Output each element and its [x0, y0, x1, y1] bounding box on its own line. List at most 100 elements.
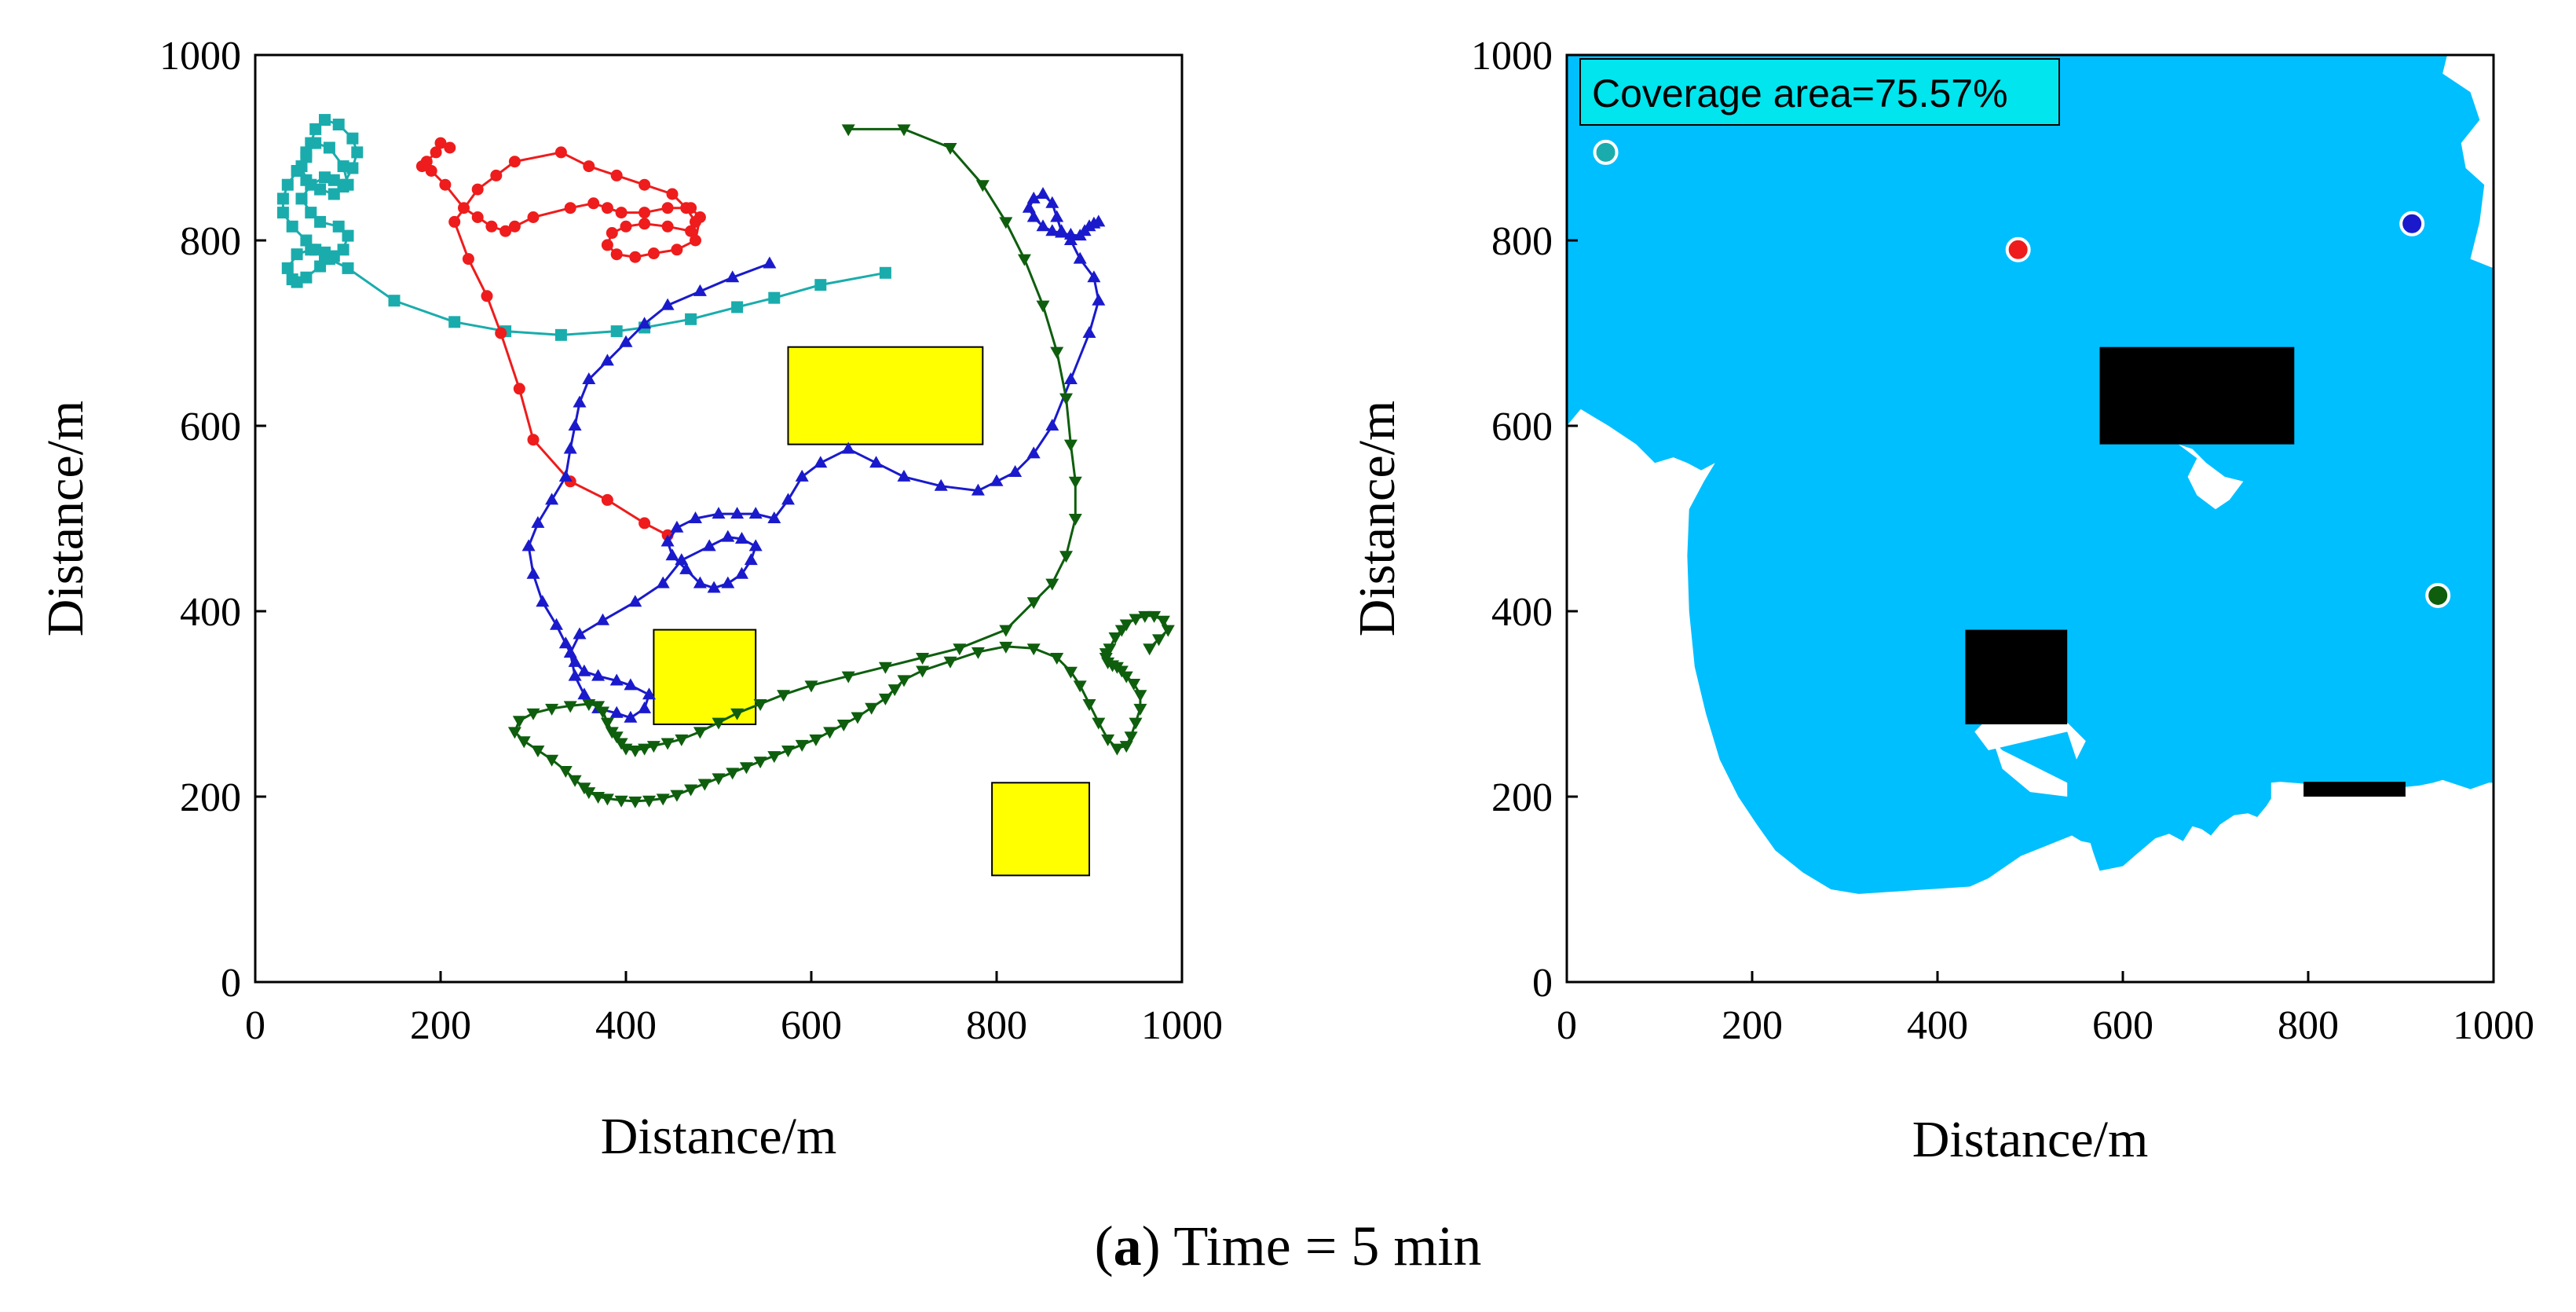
green-point — [999, 217, 1013, 229]
left-x-tick-label: 0 — [245, 1003, 265, 1048]
right-x-tick-label: 1000 — [2453, 1003, 2534, 1048]
green-point — [1068, 476, 1082, 489]
cyan-point — [685, 313, 697, 325]
green-point — [953, 643, 967, 656]
coverage-badge: Coverage area=75.57% — [1579, 58, 2060, 126]
green-point — [1161, 625, 1175, 637]
green-point — [531, 746, 545, 757]
cyan-point — [291, 165, 303, 177]
blue-point — [841, 442, 855, 454]
green-point — [1138, 610, 1152, 623]
green-point — [1059, 393, 1073, 405]
green-point — [512, 716, 526, 728]
blue-point — [568, 654, 582, 667]
green-point — [582, 787, 596, 800]
cyan-point — [337, 244, 349, 256]
blue-point — [660, 298, 675, 310]
blue-point — [624, 678, 638, 691]
red-point — [685, 202, 697, 214]
green-point — [1129, 717, 1143, 730]
blue-point — [1087, 270, 1101, 283]
blue-point — [1008, 465, 1023, 477]
blue-point — [536, 595, 550, 607]
blue-point — [1045, 196, 1059, 208]
green-point — [558, 765, 573, 778]
cyan-point — [448, 316, 461, 328]
blue-point — [531, 515, 545, 528]
right-y-tick-label: 200 — [1491, 775, 1553, 820]
blue-point — [591, 669, 606, 681]
blue-point — [1036, 219, 1050, 232]
uncovered-hole — [2178, 444, 2244, 510]
cyan-point — [342, 262, 354, 274]
blue-trajectory — [521, 187, 1106, 723]
green-point — [697, 779, 712, 791]
green-point — [563, 701, 577, 713]
blue-point — [642, 687, 656, 700]
left-x-tick-label: 1000 — [1141, 1003, 1223, 1048]
green-point — [730, 708, 745, 720]
blue-point — [670, 520, 684, 533]
green-point — [1124, 731, 1138, 744]
blue-point — [545, 493, 559, 505]
right-y-tick-label: 600 — [1491, 405, 1553, 449]
cyan-point — [731, 301, 744, 313]
red-point — [439, 178, 452, 191]
green-point — [591, 701, 606, 713]
obstacle-1 — [787, 346, 984, 445]
green-point — [809, 734, 823, 746]
red-point — [434, 137, 447, 149]
blue-point — [934, 478, 948, 491]
green-point — [1050, 346, 1064, 359]
red-point — [610, 248, 623, 261]
red-trajectory — [415, 137, 706, 541]
red-point — [661, 202, 674, 214]
green-point — [878, 661, 892, 674]
blue-point — [558, 636, 573, 649]
green-point — [1147, 610, 1162, 623]
blue-point — [619, 335, 633, 347]
red-point — [601, 239, 613, 251]
green-point — [628, 796, 642, 808]
right-coverage-chart: Coverage area=75.57% 0 200 400 600 800 1000 0 2… — [1348, 34, 2534, 1168]
blue-point — [748, 539, 763, 552]
blue-point — [563, 442, 577, 454]
green-point — [517, 736, 531, 749]
green-point — [781, 746, 795, 757]
green-point — [1063, 439, 1078, 452]
blue-point — [693, 576, 707, 588]
left-y-tick-label: 800 — [180, 219, 241, 264]
right-x-axis-label: Distance/m — [1912, 1111, 2149, 1168]
blue-point — [693, 284, 707, 296]
red-point — [420, 156, 433, 168]
green-point — [656, 793, 670, 806]
cyan-point — [319, 253, 331, 266]
blue-agent-marker — [2399, 211, 2425, 236]
green-point — [767, 751, 781, 764]
green-agent-marker — [2425, 582, 2451, 608]
green-point — [1045, 578, 1059, 591]
red-point — [693, 211, 706, 223]
blue-point — [550, 618, 563, 630]
green-point — [1119, 741, 1133, 753]
cyan-point — [342, 229, 354, 242]
blue-point — [1022, 200, 1036, 213]
right-obstacles — [1965, 346, 2406, 797]
cyan-point — [276, 192, 289, 205]
coverage-obstacle-1 — [2099, 346, 2295, 445]
cyan-point — [388, 295, 401, 307]
cyan-point — [286, 273, 298, 286]
green-point — [916, 665, 930, 678]
red-point — [587, 197, 600, 210]
right-axis-ticks: 0 200 400 600 800 1000 0 200 400 600 800 1000 — [1471, 34, 2534, 1048]
blue-point — [679, 562, 693, 574]
red-point — [639, 517, 651, 530]
cyan-point — [281, 178, 294, 191]
left-y-tick-label: 400 — [180, 590, 241, 635]
green-point — [526, 708, 540, 720]
cyan-point — [300, 151, 313, 163]
red-point — [527, 434, 540, 446]
cyan-point — [327, 250, 340, 262]
uncovered-hole — [1992, 741, 2068, 797]
green-point — [1068, 514, 1082, 526]
